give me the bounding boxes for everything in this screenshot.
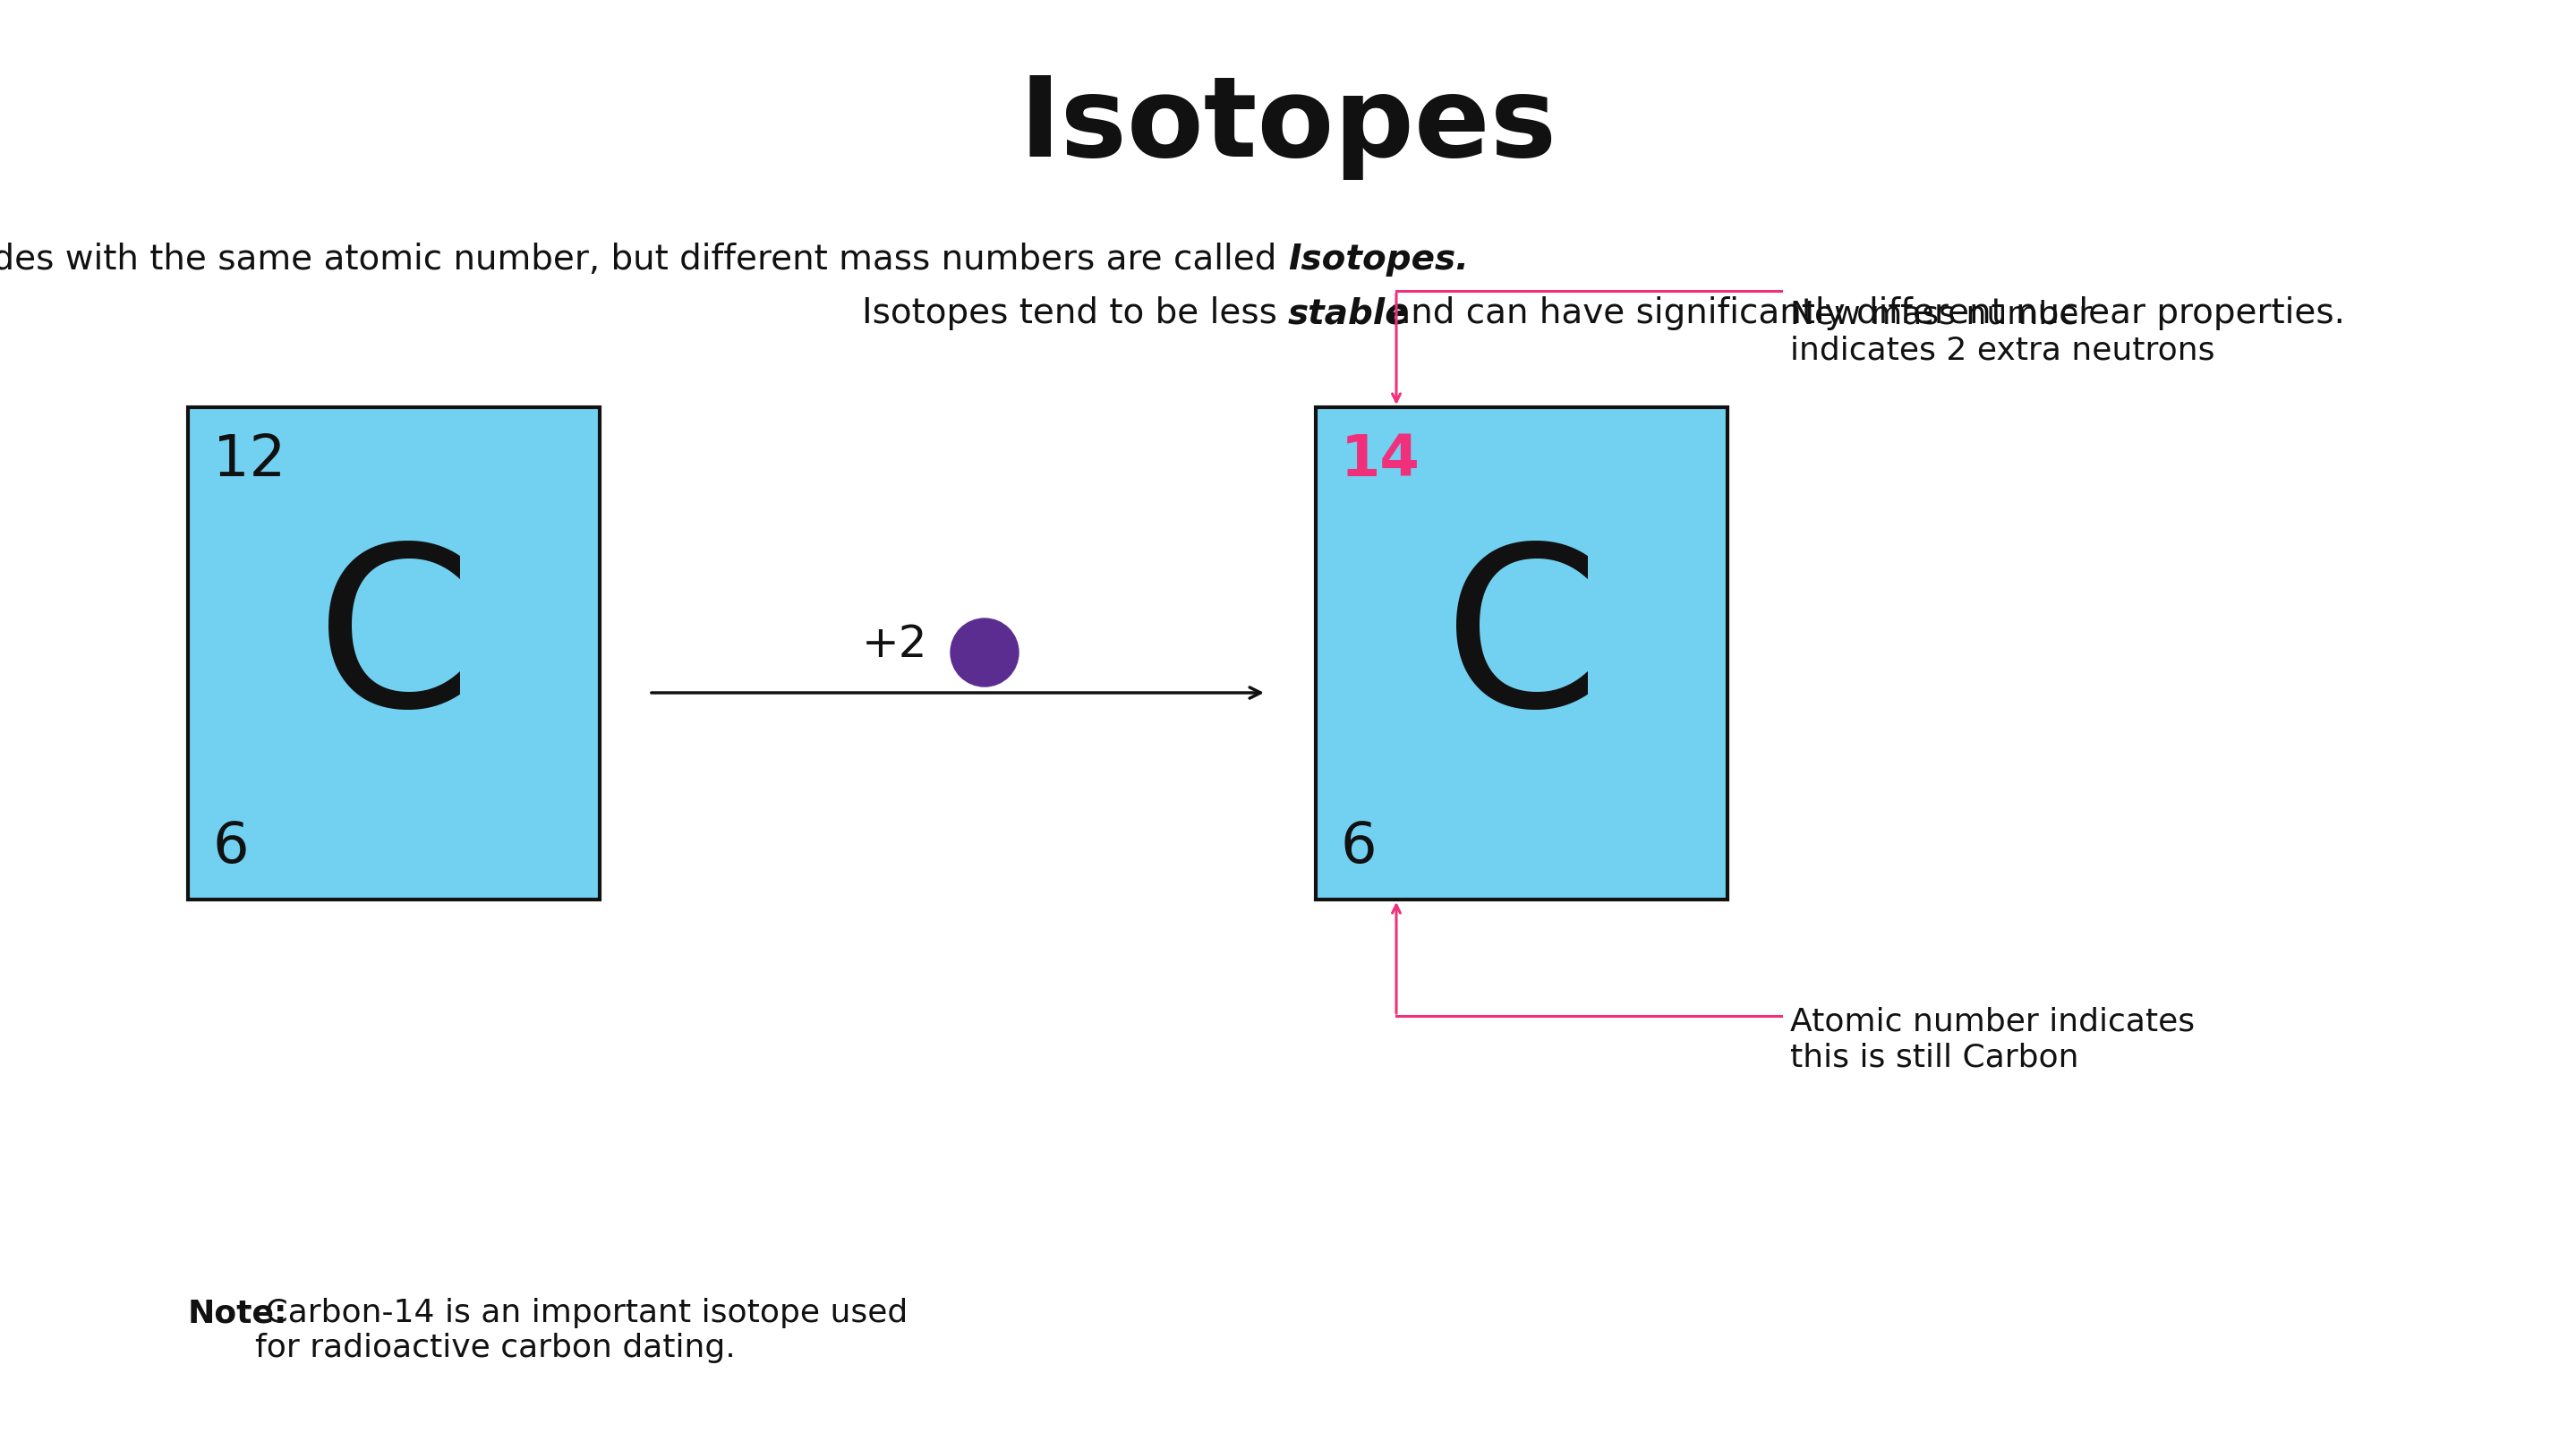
Text: Nuclides with the same atomic number, but different mass numbers are called: Nuclides with the same atomic number, bu… xyxy=(0,242,1288,277)
Text: Isotopes.: Isotopes. xyxy=(1288,242,1468,277)
Text: Isotopes tend to be less: Isotopes tend to be less xyxy=(863,296,1288,331)
Text: 12: 12 xyxy=(214,432,286,487)
Text: New mass number
indicates 2 extra neutrons: New mass number indicates 2 extra neutro… xyxy=(1790,300,2215,365)
Text: Note:: Note: xyxy=(188,1298,289,1328)
Text: C: C xyxy=(1443,536,1600,753)
FancyBboxPatch shape xyxy=(188,407,600,899)
Text: 14: 14 xyxy=(1342,432,1419,487)
Text: C: C xyxy=(317,536,471,753)
Text: Isotopes: Isotopes xyxy=(1020,71,1556,180)
Text: and can have significantly different nuclear properties.: and can have significantly different nuc… xyxy=(1378,296,2344,331)
Text: 6: 6 xyxy=(214,819,250,874)
Circle shape xyxy=(951,619,1018,686)
Text: 6: 6 xyxy=(1342,819,1378,874)
Text: Carbon-14 is an important isotope used
for radioactive carbon dating.: Carbon-14 is an important isotope used f… xyxy=(255,1298,909,1363)
FancyBboxPatch shape xyxy=(1316,407,1728,899)
Text: stable: stable xyxy=(1288,296,1409,331)
Text: +2: +2 xyxy=(863,624,927,666)
Text: Atomic number indicates
this is still Carbon: Atomic number indicates this is still Ca… xyxy=(1790,1006,2195,1073)
